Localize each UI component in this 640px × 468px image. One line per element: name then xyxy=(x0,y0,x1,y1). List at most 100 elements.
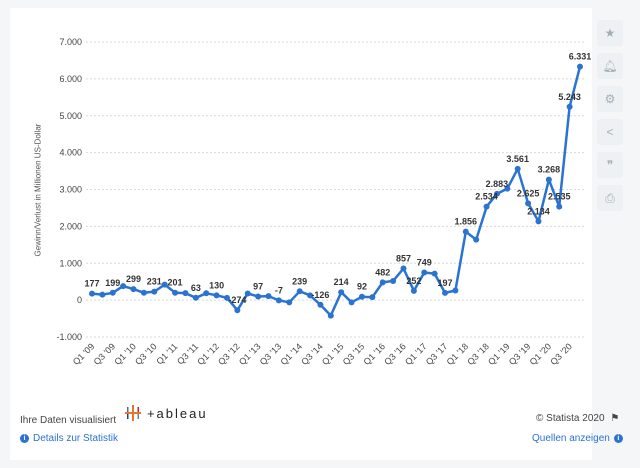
data-point[interactable] xyxy=(130,286,137,293)
x-tick-label: Q3 '14 xyxy=(299,341,325,367)
data-point[interactable] xyxy=(203,290,210,297)
data-point[interactable] xyxy=(545,176,552,183)
data-label: 857 xyxy=(396,254,411,264)
data-point[interactable] xyxy=(109,289,116,296)
data-point[interactable] xyxy=(410,287,417,294)
data-point[interactable] xyxy=(504,185,511,192)
data-label: 239 xyxy=(292,276,307,286)
data-point[interactable] xyxy=(577,63,583,70)
data-label: 3.561 xyxy=(506,154,529,164)
data-point[interactable] xyxy=(99,291,106,298)
data-label: -274 xyxy=(228,295,246,305)
data-point[interactable] xyxy=(286,299,293,306)
copyright-text: © Statista 2020 xyxy=(536,413,605,424)
data-point[interactable] xyxy=(161,281,168,288)
data-label: 63 xyxy=(191,283,201,293)
x-tick-label: Q3 '09 xyxy=(92,341,118,367)
sources-link-wrap[interactable]: Quellen anzeigen i xyxy=(532,433,623,444)
data-point[interactable] xyxy=(358,293,365,300)
data-point[interactable] xyxy=(234,307,241,314)
y-axis-ticks: -1.000 0 1.000 2.000 3.000 4.000 5.000 6.000 7.0… xyxy=(56,37,82,342)
flag-icon[interactable]: ⚑ xyxy=(610,413,620,424)
data-point[interactable] xyxy=(244,290,251,297)
data-point[interactable] xyxy=(296,288,303,295)
data-label: 130 xyxy=(209,280,224,290)
sources-link[interactable]: Quellen anzeigen xyxy=(532,433,610,444)
y-tick-label: 1.000 xyxy=(59,258,82,268)
data-point[interactable] xyxy=(535,218,542,225)
details-link[interactable]: Details zur Statistik xyxy=(33,433,119,444)
data-label: 5.243 xyxy=(558,92,581,102)
y-tick-label: 0 xyxy=(77,295,82,305)
share-icon[interactable]: < xyxy=(597,119,623,145)
y-tick-label: 5.000 xyxy=(59,111,82,121)
x-tick-label: Q3 '11 xyxy=(175,341,200,366)
data-point[interactable] xyxy=(172,289,179,296)
tableau-cross-icon xyxy=(124,405,141,421)
visualized-by-text: Ihre Daten visualisiert xyxy=(20,415,117,426)
data-point[interactable] xyxy=(400,265,407,272)
data-point[interactable] xyxy=(348,299,355,306)
grid-lines xyxy=(86,41,584,338)
copyright: © Statista 2020 ⚑ xyxy=(536,413,619,424)
data-label: 2.883 xyxy=(486,179,509,189)
data-point[interactable] xyxy=(338,289,345,296)
data-point[interactable] xyxy=(566,103,573,110)
data-point[interactable] xyxy=(514,165,521,172)
x-tick-label: Q1 '20 xyxy=(528,341,554,367)
data-point[interactable] xyxy=(483,203,490,210)
data-point[interactable] xyxy=(493,190,500,197)
data-point[interactable] xyxy=(213,292,220,299)
y-tick-label: 7.000 xyxy=(59,37,82,47)
data-label: 2.134 xyxy=(527,206,550,216)
data-point[interactable] xyxy=(369,294,376,301)
data-label: 177 xyxy=(84,279,99,289)
data-point[interactable] xyxy=(556,203,563,210)
star-icon[interactable]: ★ xyxy=(597,20,623,46)
y-tick-label: 6.000 xyxy=(59,74,82,84)
tableau-credit[interactable]: Ihre Daten visualisiert +ableau xyxy=(20,403,208,426)
x-tick-label: Q1 '15 xyxy=(320,341,346,367)
data-point[interactable] xyxy=(120,283,127,290)
data-point[interactable] xyxy=(317,301,324,308)
data-point[interactable] xyxy=(140,289,147,296)
data-point[interactable] xyxy=(421,269,428,276)
data-point[interactable] xyxy=(473,236,480,243)
data-point[interactable] xyxy=(275,297,282,304)
data-point[interactable] xyxy=(379,279,386,286)
data-point[interactable] xyxy=(525,200,532,207)
data-label: 2.625 xyxy=(517,188,540,198)
x-tick-label: Q3 '13 xyxy=(258,341,284,367)
data-point[interactable] xyxy=(223,294,230,301)
data-point[interactable] xyxy=(307,292,314,299)
data-label: 1.856 xyxy=(455,217,478,227)
x-tick-label: Q1 '16 xyxy=(362,341,388,367)
data-point[interactable] xyxy=(255,293,262,300)
x-tick-label: Q3 '17 xyxy=(424,341,450,367)
data-label: 3.268 xyxy=(538,165,561,175)
data-label: 2.535 xyxy=(548,192,571,202)
data-label: 197 xyxy=(438,278,453,288)
quote-icon[interactable]: ❞ xyxy=(597,152,623,178)
y-tick-label: 3.000 xyxy=(59,185,82,195)
data-point[interactable] xyxy=(327,312,334,319)
data-point[interactable] xyxy=(462,228,469,235)
data-point[interactable] xyxy=(151,288,158,295)
bell-icon[interactable]: 🔔︎ xyxy=(597,53,623,79)
details-link-wrap[interactable]: i Details zur Statistik xyxy=(20,433,118,444)
print-icon[interactable]: ⎙ xyxy=(597,185,623,211)
data-point[interactable] xyxy=(442,289,449,296)
x-tick-label: Q3 '12 xyxy=(216,341,242,367)
data-point[interactable] xyxy=(390,277,397,284)
data-point[interactable] xyxy=(452,287,459,294)
side-toolbar: ★ 🔔︎ ⚙ < ❞ ⎙ xyxy=(597,20,625,218)
data-point[interactable] xyxy=(192,294,199,301)
data-point[interactable] xyxy=(431,270,438,277)
data-point[interactable] xyxy=(265,293,272,300)
y-tick-label: -1.000 xyxy=(56,332,82,342)
data-point[interactable] xyxy=(89,290,95,297)
gear-icon[interactable]: ⚙ xyxy=(597,86,623,112)
data-point[interactable] xyxy=(182,290,189,297)
x-tick-label: Q3 '20 xyxy=(548,341,574,367)
